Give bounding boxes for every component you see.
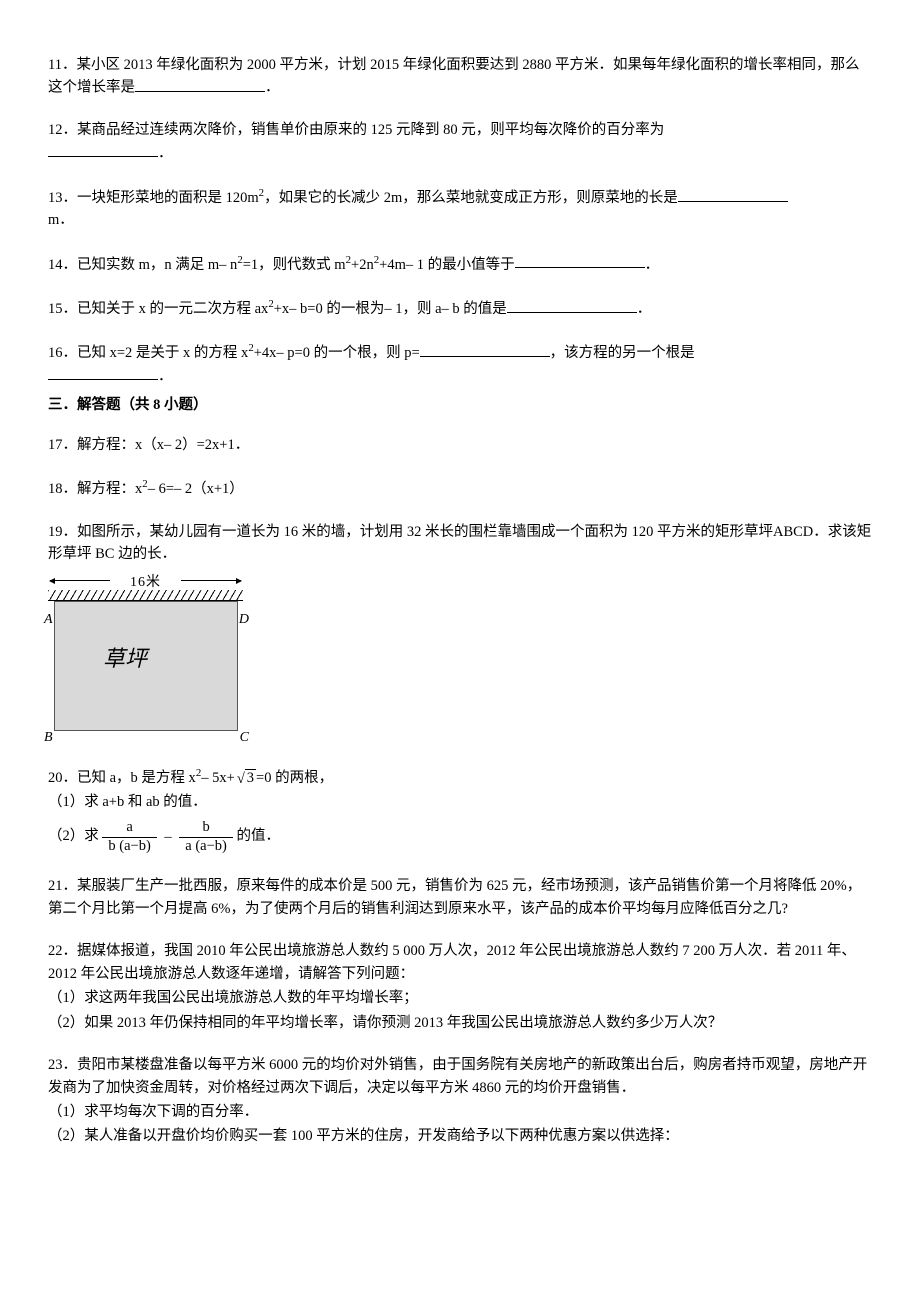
figure-19: 16米 A D 草坪 B C (48, 572, 243, 731)
q23-part1: （1）求平均每次下调的百分率． (48, 1101, 872, 1123)
section-3-heading: 三．解答题（共 8 小题） (48, 394, 872, 416)
corner-B: B (44, 727, 53, 749)
wall-hatch (48, 590, 243, 601)
q22-stem: 22．据媒体报道，我国 2010 年公民出境旅游总人数约 5 000 万人次，2… (48, 940, 872, 985)
q14-d: +4m– 1 的最小值等于 (379, 256, 514, 272)
sqrt-icon: 3 (235, 767, 256, 789)
arrow-left-icon (50, 580, 110, 581)
q14-b: =1，则代数式 m (243, 256, 346, 272)
q15-b: +x– b=0 的一根为– 1，则 a– b 的值是 (274, 301, 507, 317)
question-11: 11．某小区 2013 年绿化面积为 2000 平方米，计划 2015 年绿化面… (48, 54, 872, 99)
question-18: 18．解方程：x2– 6=– 2（x+1） (48, 476, 872, 500)
arrow-right-icon (181, 580, 241, 581)
q13-a: 13．一块矩形菜地的面积是 120m (48, 190, 259, 206)
period: ． (637, 301, 652, 317)
q20-2b: 的值． (237, 829, 281, 845)
q16-a: 16．已知 x=2 是关于 x 的方程 x (48, 345, 248, 361)
question-21: 21．某服装厂生产一批西服，原来每件的成本价是 500 元，销售价为 625 元… (48, 875, 872, 920)
period: ． (158, 145, 173, 161)
blank (507, 297, 637, 313)
fraction-1: a b (a−b) (102, 819, 156, 855)
q22-part1: （1）求这两年我国公民出境旅游总人数的年平均增长率； (48, 987, 872, 1009)
q12-text: 12．某商品经过连续两次降价，销售单价由原来的 125 元降到 80 元，则平均… (48, 122, 664, 138)
question-23: 23．贵阳市某楼盘准备以每平方米 6000 元的均价对外销售，由于国务院有关房地… (48, 1054, 872, 1148)
q23-stem: 23．贵阳市某楼盘准备以每平方米 6000 元的均价对外销售，由于国务院有关房地… (48, 1054, 872, 1099)
q20-a: 20．已知 a，b 是方程 x (48, 770, 196, 786)
q14-c: +2n (351, 256, 374, 272)
frac1-den: b (a−b) (102, 838, 156, 855)
lawn-label: 草坪 (103, 642, 147, 676)
q17-text: 17．解方程：x（x– 2）=2x+1． (48, 437, 249, 453)
wall-dimension: 16米 (48, 572, 243, 590)
frac1-num: a (102, 819, 156, 837)
q20-b: – 5x+ (201, 770, 235, 786)
q21-text: 21．某服装厂生产一批西服，原来每件的成本价是 500 元，销售价为 625 元… (48, 878, 861, 916)
frac2-den: a (a−b) (179, 838, 233, 855)
blank (48, 365, 158, 381)
q13-tail: m． (48, 212, 74, 228)
q19-text: 19．如图所示，某幼儿园有一道长为 16 米的墙，计划用 32 米长的围栏靠墙围… (48, 521, 872, 566)
q20-c: =0 的两根， (256, 770, 333, 786)
q18-a: 18．解方程：x (48, 481, 142, 497)
lawn-wrap: A D 草坪 B C (48, 601, 243, 731)
q23-part2: （2）某人准备以开盘价均价购买一套 100 平方米的住房，开发商给予以下两种优惠… (48, 1125, 872, 1147)
q16-c: ，该方程的另一个根是 (550, 345, 695, 361)
question-19: 19．如图所示，某幼儿园有一道长为 16 米的墙，计划用 32 米长的围栏靠墙围… (48, 521, 872, 731)
question-13: 13．一块矩形菜地的面积是 120m2，如果它的长减少 2m，那么菜地就变成正方… (48, 185, 872, 232)
question-15: 15．已知关于 x 的一元二次方程 ax2+x– b=0 的一根为– 1，则 a… (48, 296, 872, 320)
q20-part2: （2）求 a b (a−b) – b a (a−b) 的值． (48, 819, 872, 855)
q18-b: – 6=– 2（x+1） (148, 481, 244, 497)
blank (515, 253, 645, 269)
fraction-2: b a (a−b) (179, 819, 233, 855)
question-22: 22．据媒体报道，我国 2010 年公民出境旅游总人数约 5 000 万人次，2… (48, 940, 872, 1034)
blank (420, 342, 550, 358)
period: ． (645, 256, 660, 272)
frac2-num: b (179, 819, 233, 837)
question-20: 20．已知 a，b 是方程 x2– 5x+3=0 的两根， （1）求 a+b 和… (48, 765, 872, 856)
corner-C: C (240, 727, 249, 749)
wall-label-text: 16米 (126, 575, 165, 590)
q20-2a: （2）求 (48, 829, 99, 845)
corner-A: A (44, 609, 53, 631)
question-17: 17．解方程：x（x– 2）=2x+1． (48, 434, 872, 456)
q14-a: 14．已知实数 m，n 满足 m– n (48, 256, 237, 272)
blank (135, 76, 265, 92)
q22-part2: （2）如果 2013 年仍保持相同的年平均增长率，请你预测 2013 年我国公民… (48, 1012, 872, 1034)
blank (678, 186, 788, 202)
period: ． (158, 368, 173, 384)
q20-stem: 20．已知 a，b 是方程 x2– 5x+3=0 的两根， (48, 765, 872, 789)
lawn-rect: 草坪 (54, 601, 238, 731)
q20-part1: （1）求 a+b 和 ab 的值． (48, 791, 872, 813)
q13-b: ，如果它的长减少 2m，那么菜地就变成正方形，则原菜地的长是 (264, 190, 678, 206)
minus: – (160, 829, 175, 845)
q16-b: +4x– p=0 的一个根，则 p= (254, 345, 420, 361)
period: ． (265, 80, 280, 96)
sqrt-radicand: 3 (245, 769, 256, 786)
q15-a: 15．已知关于 x 的一元二次方程 ax (48, 301, 268, 317)
question-16: 16．已知 x=2 是关于 x 的方程 x2+4x– p=0 的一个根，则 p=… (48, 340, 872, 387)
question-14: 14．已知实数 m，n 满足 m– n2=1，则代数式 m2+2n2+4m– 1… (48, 252, 872, 276)
corner-D: D (239, 609, 249, 631)
question-12: 12．某商品经过连续两次降价，销售单价由原来的 125 元降到 80 元，则平均… (48, 119, 872, 164)
blank (48, 142, 158, 158)
